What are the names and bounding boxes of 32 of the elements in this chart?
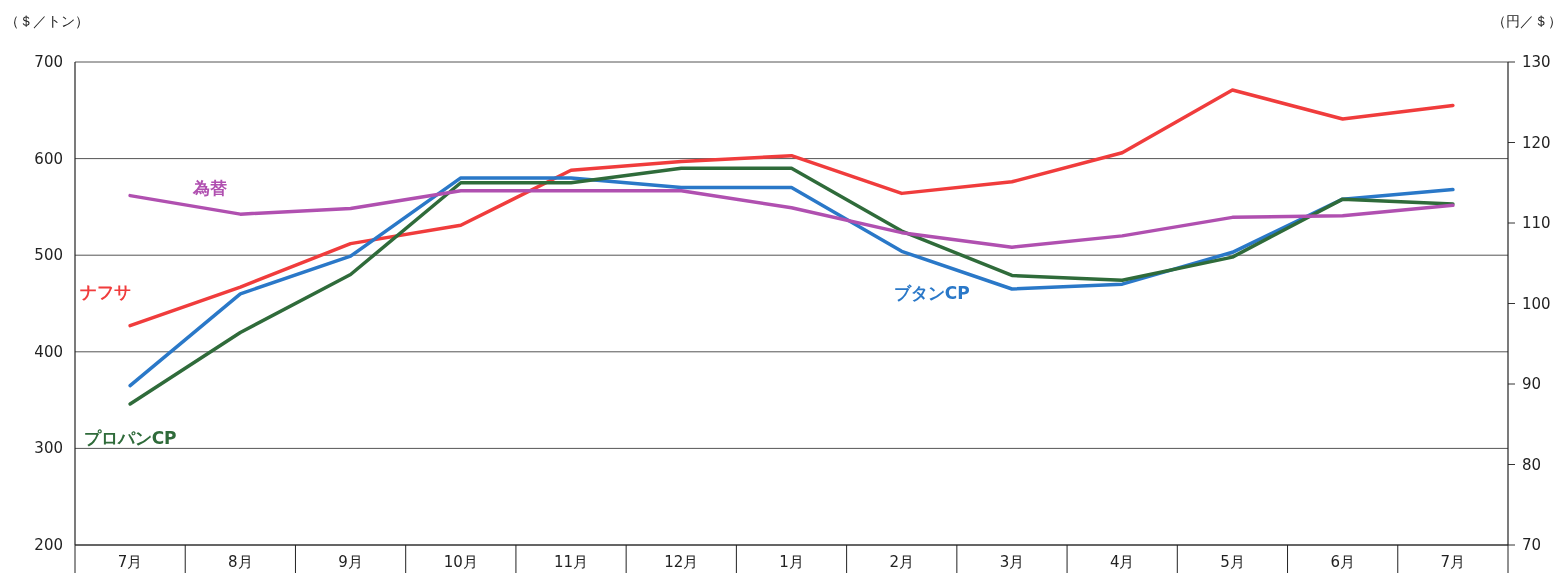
series-label: ブタンCP	[893, 283, 970, 304]
y2-tick-label: 70	[1522, 536, 1542, 554]
series-label: ナフサ	[79, 281, 131, 302]
y-tick-label: 200	[34, 536, 63, 554]
y2-tick-label: 110	[1522, 214, 1551, 232]
x-tick-label: 11月	[553, 553, 589, 571]
x-tick-label: 7月	[1440, 553, 1466, 571]
y-tick-label: 700	[34, 53, 63, 71]
x-tick-label: 2月	[889, 553, 914, 571]
y-tick-label: 400	[34, 342, 63, 361]
y-tick-label: 500	[34, 246, 63, 265]
x-tick-label: 9月	[338, 553, 363, 571]
y2-tick-label: 120	[1522, 133, 1551, 152]
x-tick-label: 10月	[443, 553, 478, 571]
y2-tick-label: 130	[1522, 53, 1551, 71]
y2-tick-label: 100	[1522, 294, 1551, 313]
x-tick-label: 4月	[1109, 553, 1135, 571]
text: プロパンCP	[83, 427, 177, 448]
y2-axis-title: （円／＄）	[1492, 13, 1562, 29]
x-tick-label: 8月	[228, 553, 253, 571]
x-tick-label: 1月	[779, 553, 804, 571]
y2-tick-label: 90	[1522, 375, 1542, 393]
y-tick-label: 300	[34, 439, 63, 458]
x-tick-label: 5月	[1220, 553, 1245, 571]
x-tick-label: 3月	[999, 553, 1025, 571]
series-label: 為替	[192, 177, 228, 198]
y-tick-label: 600	[34, 149, 63, 168]
x-tick-label: 6月	[1330, 553, 1355, 571]
y-axis-title: （＄／トン）	[5, 13, 89, 29]
x-tick-label: 7月	[117, 553, 143, 571]
y2-tick-label: 80	[1522, 455, 1542, 474]
x-tick-label: 12月	[664, 553, 699, 571]
